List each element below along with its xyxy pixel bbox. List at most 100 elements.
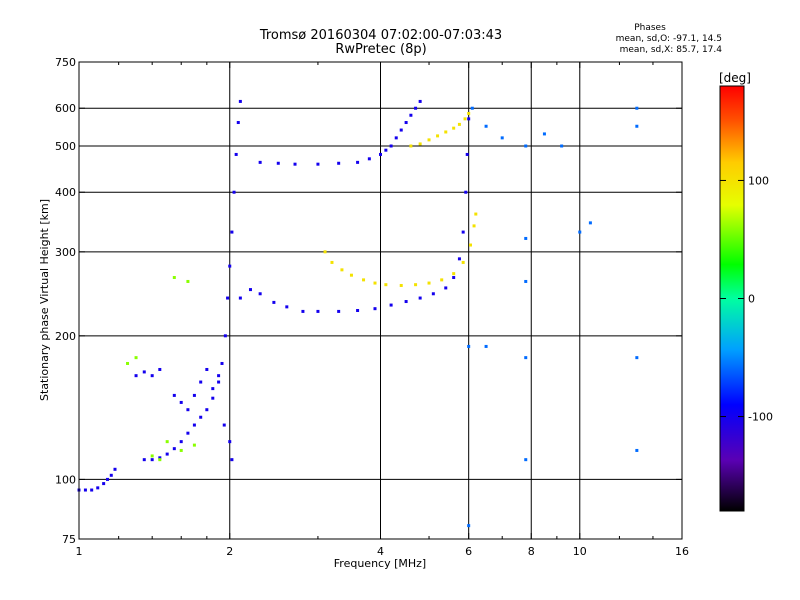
- x-tick-label: 16: [675, 545, 689, 558]
- data-point: [468, 243, 472, 247]
- data-point: [223, 334, 227, 338]
- data-point: [635, 448, 639, 452]
- data-point: [418, 99, 422, 103]
- data-point: [431, 292, 435, 296]
- data-point: [228, 264, 232, 268]
- data-point: [524, 356, 528, 360]
- data-point: [484, 344, 488, 348]
- data-point: [96, 486, 100, 490]
- data-point: [467, 117, 471, 121]
- data-point: [337, 161, 341, 165]
- data-point: [192, 423, 196, 427]
- data-point: [409, 113, 413, 117]
- data-point: [179, 400, 183, 404]
- data-point: [199, 380, 203, 384]
- data-point: [186, 431, 190, 435]
- x-tick-label: 10: [573, 545, 587, 558]
- colorbar-tick-label: -100: [748, 411, 773, 424]
- data-point: [142, 458, 146, 462]
- data-point: [258, 292, 262, 296]
- data-point: [464, 190, 468, 194]
- data-point: [418, 296, 422, 300]
- data-point: [461, 260, 465, 264]
- data-point: [356, 160, 360, 164]
- data-point: [205, 367, 209, 371]
- data-point: [165, 452, 169, 456]
- data-point: [524, 458, 528, 462]
- data-point: [330, 260, 334, 264]
- data-point: [340, 268, 344, 272]
- data-point: [465, 152, 469, 156]
- data-point: [467, 344, 471, 348]
- data-point: [414, 106, 418, 110]
- data-point: [186, 408, 190, 412]
- data-point: [484, 124, 488, 128]
- data-point: [234, 152, 238, 156]
- data-point: [226, 296, 230, 300]
- data-point: [83, 488, 87, 492]
- y-axis-label: Stationary phase Virtual Height [km]: [38, 199, 51, 401]
- data-point: [427, 138, 431, 142]
- colorbar-tick-label: 100: [748, 174, 769, 187]
- data-point: [362, 278, 366, 282]
- x-tick-label: 6: [465, 545, 472, 558]
- data-point: [560, 144, 564, 148]
- data-point: [444, 286, 448, 290]
- data-point: [457, 122, 461, 126]
- data-point: [134, 356, 138, 360]
- data-point: [524, 279, 528, 283]
- data-point: [427, 281, 431, 285]
- data-point: [211, 387, 215, 391]
- data-point: [217, 374, 221, 378]
- data-point: [524, 144, 528, 148]
- data-point: [461, 230, 465, 234]
- data-point: [635, 106, 639, 110]
- data-point: [205, 408, 209, 412]
- data-point: [384, 148, 388, 152]
- data-point: [323, 250, 327, 254]
- data-point: [238, 296, 242, 300]
- data-point: [452, 126, 456, 130]
- data-point: [158, 458, 162, 462]
- grid-lines: [79, 62, 682, 539]
- y-tick-label: 400: [55, 186, 76, 199]
- data-point: [399, 283, 403, 287]
- data-point: [588, 221, 592, 225]
- data-point: [232, 190, 236, 194]
- data-point: [409, 144, 413, 148]
- y-tick-label: 200: [55, 330, 76, 343]
- data-point: [105, 477, 109, 481]
- colorbar-ticks: 100 0 -100: [720, 174, 773, 424]
- data-point: [179, 440, 183, 444]
- data-point: [199, 415, 203, 419]
- data-point: [404, 300, 408, 304]
- data-point: [301, 309, 305, 313]
- data-point: [186, 279, 190, 283]
- data-point: [337, 309, 341, 313]
- data-point: [394, 136, 398, 140]
- data-point: [230, 230, 234, 234]
- data-point: [500, 136, 504, 140]
- data-point: [150, 374, 154, 378]
- data-point: [373, 307, 377, 311]
- data-point: [472, 224, 476, 228]
- data-point: [102, 482, 106, 486]
- chart-subtitle: RwPretec (8p): [335, 42, 426, 57]
- y-tick-label: 300: [55, 246, 76, 259]
- data-point: [222, 423, 226, 427]
- phase-stats-heading: Phases: [634, 23, 666, 33]
- data-point: [285, 305, 289, 309]
- data-point: [452, 276, 456, 280]
- data-point: [134, 374, 138, 378]
- data-point: [142, 370, 146, 374]
- data-point: [389, 144, 393, 148]
- chart-title: Tromsø 20160304 07:02:00-07:03:43: [259, 28, 502, 43]
- data-point: [418, 142, 422, 146]
- y-tick-label: 500: [55, 140, 76, 153]
- x-tick-label: 4: [377, 545, 384, 558]
- data-point: [635, 356, 639, 360]
- y-tick-label: 75: [62, 533, 76, 546]
- data-point: [452, 272, 456, 276]
- data-point: [444, 130, 448, 134]
